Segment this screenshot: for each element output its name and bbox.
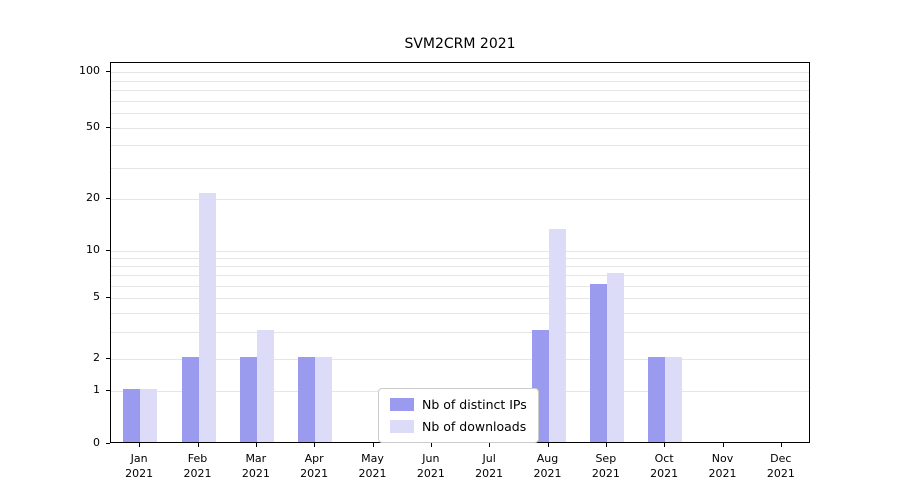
x-tick-mark — [489, 443, 491, 447]
x-tick-mark — [197, 443, 199, 447]
gridline — [111, 199, 809, 201]
y-tick-mark — [106, 358, 110, 360]
gridline — [111, 298, 809, 300]
x-tick-label: Aug 2021 — [533, 452, 562, 480]
y-tick-mark — [106, 71, 110, 73]
bar — [648, 357, 666, 442]
gridline — [111, 72, 809, 74]
x-tick-mark — [430, 443, 432, 447]
gridline — [111, 312, 809, 314]
gridline — [111, 100, 809, 102]
chart-title: SVM2CRM 2021 — [404, 36, 516, 52]
x-tick-mark — [664, 443, 666, 447]
x-tick-mark — [314, 443, 316, 447]
y-tick-mark — [106, 127, 110, 129]
y-tick-label: 20 — [86, 191, 100, 205]
bar — [140, 389, 158, 442]
gridline — [111, 113, 809, 115]
legend-label-distinct-ips: Nb of distinct IPs — [422, 397, 527, 412]
x-tick-label: Dec 2021 — [766, 452, 795, 480]
gridline — [111, 359, 809, 361]
y-tick-label: 50 — [86, 120, 100, 134]
y-tick-label: 100 — [79, 64, 100, 78]
bar — [298, 357, 316, 442]
bar — [665, 357, 683, 442]
bar — [239, 357, 257, 442]
y-tick-label: 1 — [93, 383, 100, 397]
bar — [548, 229, 566, 442]
legend: Nb of distinct IPs Nb of downloads — [378, 388, 539, 443]
y-tick-mark — [106, 198, 110, 200]
gridline — [111, 266, 809, 268]
gridline — [111, 145, 809, 147]
legend-swatch-distinct-ips — [390, 398, 414, 411]
legend-swatch-downloads — [390, 420, 414, 433]
x-tick-label: Feb 2021 — [183, 452, 212, 480]
gridline — [111, 90, 809, 92]
y-tick-label: 10 — [86, 243, 100, 257]
y-tick-label: 0 — [93, 436, 100, 449]
x-tick-label: Sep 2021 — [591, 452, 620, 480]
legend-item-distinct-ips: Nb of distinct IPs — [390, 397, 527, 412]
x-tick-label: Oct 2021 — [650, 452, 679, 480]
x-tick-label: May 2021 — [358, 452, 387, 480]
y-tick-label: 5 — [93, 290, 100, 304]
x-tick-label: Jan 2021 — [125, 452, 154, 480]
bar — [198, 193, 216, 442]
bar — [123, 389, 141, 442]
x-tick-label: Mar 2021 — [241, 452, 270, 480]
bar — [181, 357, 199, 442]
x-tick-mark — [255, 443, 257, 447]
x-tick-mark — [605, 443, 607, 447]
gridline — [111, 251, 809, 253]
x-tick-mark — [139, 443, 141, 447]
gridline — [111, 80, 809, 82]
gridline — [111, 332, 809, 334]
legend-item-downloads: Nb of downloads — [390, 419, 527, 434]
gridline — [111, 275, 809, 277]
bar — [315, 357, 333, 442]
x-tick-mark — [780, 443, 782, 447]
y-tick-label: 2 — [93, 351, 100, 365]
bar — [606, 273, 624, 442]
gridline — [111, 285, 809, 287]
x-tick-label: Jul 2021 — [475, 452, 504, 480]
gridline — [111, 167, 809, 169]
x-tick-mark — [722, 443, 724, 447]
x-tick-label: Jun 2021 — [416, 452, 445, 480]
x-tick-label: Apr 2021 — [300, 452, 329, 480]
x-tick-mark — [372, 443, 374, 447]
y-tick-mark — [106, 443, 110, 444]
y-tick-mark — [106, 297, 110, 299]
plot-area: Nb of distinct IPs Nb of downloads — [110, 62, 810, 443]
bar — [256, 330, 274, 442]
y-tick-mark — [106, 390, 110, 392]
y-tick-mark — [106, 250, 110, 252]
x-tick-mark — [547, 443, 549, 447]
x-tick-label: Nov 2021 — [708, 452, 737, 480]
gridline — [111, 258, 809, 260]
legend-label-downloads: Nb of downloads — [422, 419, 527, 434]
bar — [589, 283, 607, 442]
gridline — [111, 128, 809, 130]
